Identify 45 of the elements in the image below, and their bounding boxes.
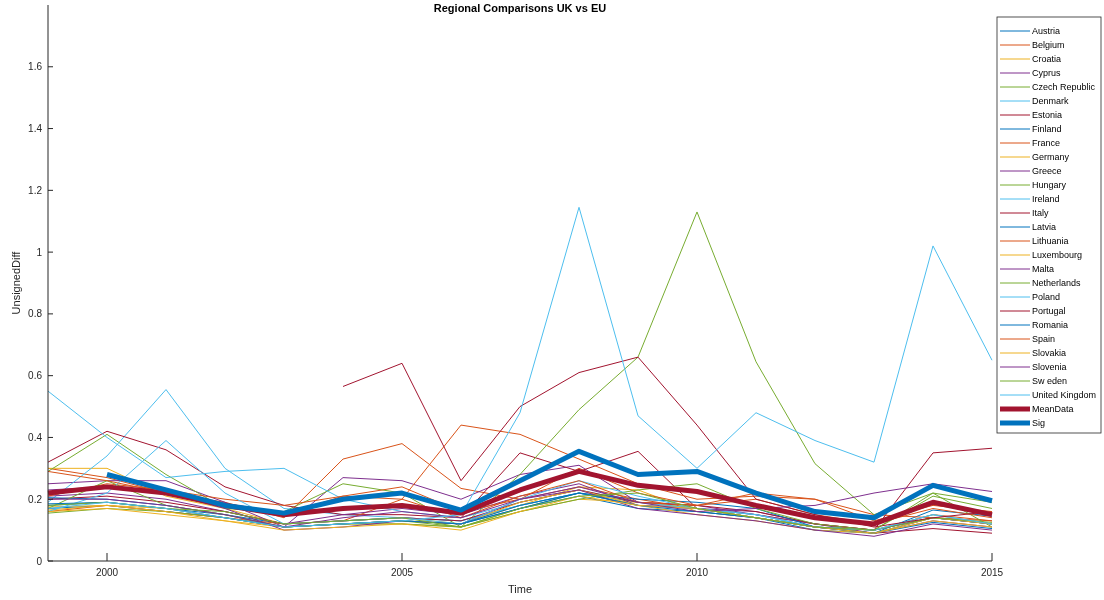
legend-label: Germany xyxy=(1032,152,1070,163)
legend-label: Portugal xyxy=(1032,306,1066,317)
x-axis-title: Time xyxy=(507,583,533,595)
x-tick-label: 2005 xyxy=(390,567,414,578)
legend-label: Italy xyxy=(1032,208,1050,219)
legend-label: Ireland xyxy=(1032,194,1060,205)
legend-label: Croatia xyxy=(1032,54,1062,65)
legend-label: Sw eden xyxy=(1032,376,1068,387)
y-tick-label: 0.4 xyxy=(28,431,43,443)
y-tick-label: 0.6 xyxy=(28,370,43,382)
legend-label: Malta xyxy=(1032,264,1055,275)
legend-label: Lithuania xyxy=(1032,236,1069,247)
legend-label: Czech Republic xyxy=(1032,82,1096,93)
legend-label: Spain xyxy=(1032,334,1056,345)
legend-label: Estonia xyxy=(1032,110,1063,121)
y-tick-label: 1 xyxy=(36,246,43,258)
y-tick-label: 1.4 xyxy=(28,123,43,135)
legend-label: Denmark xyxy=(1032,96,1070,107)
legend-label: Finland xyxy=(1032,124,1062,135)
y-tick-label: 1.2 xyxy=(28,184,43,196)
legend-label: Luxembourg xyxy=(1032,250,1083,261)
legend-label: Slovakia xyxy=(1032,348,1067,359)
legend-label: France xyxy=(1032,138,1061,149)
y-tick-label: 0.8 xyxy=(28,308,43,320)
x-tick-label: 2015 xyxy=(980,567,1004,578)
y-tick-label: 0.2 xyxy=(28,493,43,505)
x-tick-label: 2000 xyxy=(95,567,119,578)
y-tick-label: 0 xyxy=(36,555,43,567)
legend-label: Austria xyxy=(1032,26,1061,37)
legend-label: Sig xyxy=(1032,418,1046,429)
legend-label: Netherlands xyxy=(1032,278,1082,289)
legend-label: Slovenia xyxy=(1032,362,1067,373)
legend-label: MeanData xyxy=(1032,404,1074,415)
legend-label: Belgium xyxy=(1032,40,1065,51)
legend-label: Greece xyxy=(1032,166,1062,177)
legend-label: United Kingdom xyxy=(1032,390,1097,401)
chart-title: Regional Comparisons UK vs EU xyxy=(433,2,607,14)
legend-label: Romania xyxy=(1032,320,1069,331)
y-axis-title: UnsignedDiff xyxy=(10,250,22,315)
x-tick-label: 2010 xyxy=(685,567,709,578)
legend-label: Cyprus xyxy=(1032,68,1062,79)
legend-label: Hungary xyxy=(1032,180,1067,191)
legend-label: Latvia xyxy=(1032,222,1057,233)
legend-label: Poland xyxy=(1032,292,1061,303)
y-tick-label: 1.6 xyxy=(28,61,43,73)
